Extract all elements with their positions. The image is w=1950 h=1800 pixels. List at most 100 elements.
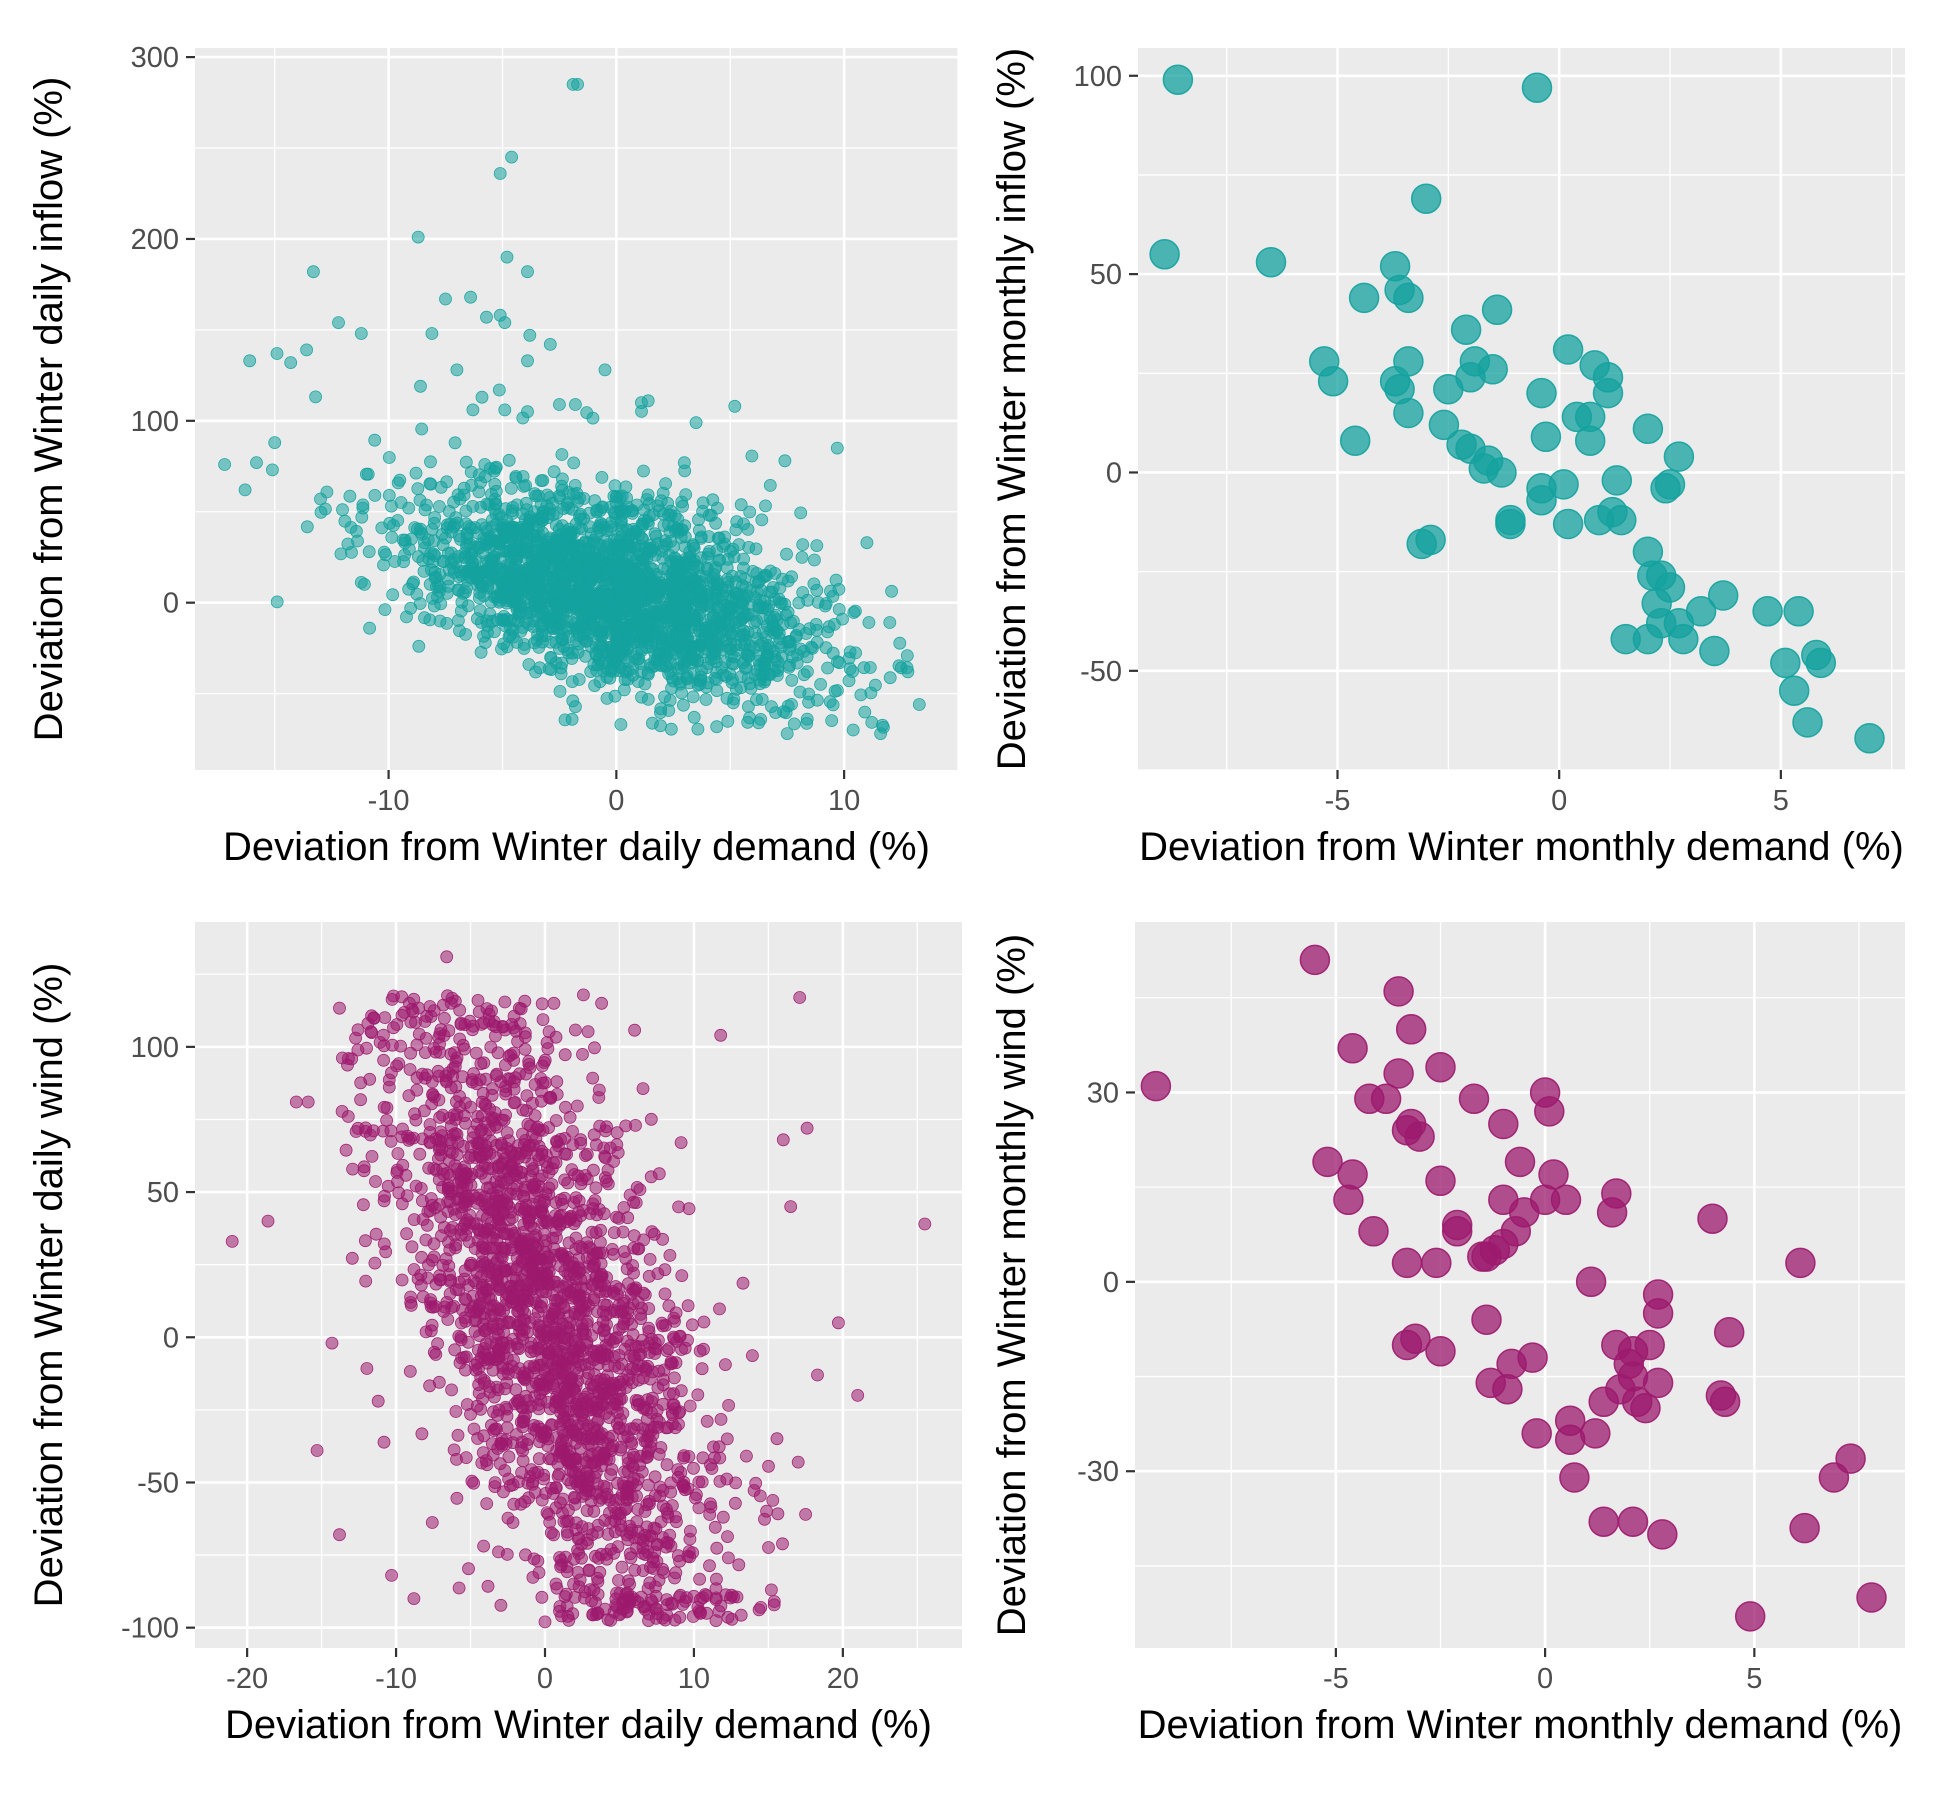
data-point [1606, 504, 1637, 536]
data-point [675, 1343, 688, 1356]
data-point [564, 615, 578, 629]
data-point [562, 1503, 575, 1517]
data-point [443, 1243, 457, 1257]
points-daily-inflow [218, 78, 926, 740]
data-point [407, 1263, 421, 1276]
data-point [385, 1569, 399, 1582]
data-point [590, 1415, 604, 1429]
data-point [617, 621, 631, 635]
data-point [608, 627, 622, 641]
data-point [380, 1114, 394, 1127]
data-point [1709, 1386, 1741, 1418]
data-point [480, 1002, 494, 1015]
data-point [600, 1174, 613, 1188]
data-point [743, 584, 757, 597]
data-point [435, 1129, 449, 1142]
data-point [1792, 707, 1823, 738]
data-point [619, 480, 633, 494]
data-point [424, 455, 437, 469]
data-point [729, 1476, 742, 1490]
data-point [470, 612, 484, 626]
data-point [621, 1334, 634, 1348]
data-point [714, 1413, 728, 1426]
data-point [588, 1368, 601, 1381]
data-point [869, 678, 882, 692]
data-point [612, 646, 626, 660]
data-point [300, 520, 314, 534]
data-point [576, 1048, 589, 1061]
data-point [609, 610, 623, 624]
data-point [843, 662, 857, 676]
data-point [473, 586, 487, 600]
data-point [795, 551, 809, 564]
data-point [1632, 413, 1664, 445]
data-point [597, 545, 611, 559]
data-point [555, 1366, 569, 1380]
data-point [507, 1228, 520, 1242]
data-point [471, 1432, 485, 1445]
data-point [641, 1582, 655, 1595]
data-point [673, 1330, 686, 1343]
data-point [1337, 1033, 1368, 1064]
data-point [1550, 1184, 1582, 1216]
data-point [510, 1179, 524, 1192]
data-point [455, 1200, 469, 1214]
data-point [622, 1574, 635, 1588]
data-point [339, 1143, 353, 1157]
data-point [800, 650, 814, 664]
data-point [595, 1267, 608, 1281]
data-point [800, 717, 814, 730]
data-point [502, 1450, 516, 1464]
data-point [799, 1508, 812, 1521]
data-point [700, 1414, 714, 1428]
data-point [1333, 1184, 1364, 1216]
data-point [1404, 1121, 1435, 1152]
data-point [787, 614, 800, 628]
x-tick-label: 5 [1773, 785, 1789, 817]
data-point [499, 1298, 513, 1312]
data-point [789, 629, 803, 642]
data-point [642, 667, 655, 681]
data-point [422, 1161, 436, 1175]
data-point [680, 1591, 693, 1604]
data-point [585, 571, 599, 585]
data-point [384, 1066, 398, 1080]
y-tick-label: 50 [1090, 259, 1122, 291]
panel-background [1135, 922, 1905, 1648]
data-point [575, 607, 589, 621]
data-point [786, 650, 799, 664]
data-point [517, 1218, 531, 1231]
data-point [618, 505, 632, 519]
data-point [310, 1444, 324, 1457]
data-point [517, 642, 531, 655]
data-point [1526, 377, 1557, 409]
data-point [492, 1207, 506, 1220]
data-point [674, 1136, 688, 1149]
data-point [479, 1324, 493, 1338]
data-point [516, 1103, 530, 1117]
data-point [644, 1112, 658, 1126]
data-point [569, 1023, 582, 1037]
data-point [423, 1118, 437, 1131]
data-point [445, 1383, 459, 1397]
data-point [597, 1447, 611, 1460]
data-point [444, 1187, 458, 1201]
data-point [412, 1027, 426, 1041]
data-point [613, 1375, 626, 1389]
data-point [453, 624, 466, 638]
data-point [570, 1404, 583, 1418]
data-point [1393, 397, 1424, 429]
data-point [409, 1113, 423, 1127]
data-point [517, 1190, 531, 1203]
y-axis-title: Deviation from Winter monthly wind (%) [990, 934, 1034, 1636]
data-point [693, 523, 706, 537]
data-point [742, 700, 755, 713]
data-point [767, 1595, 781, 1608]
data-point [673, 1554, 686, 1568]
data-point [513, 1362, 526, 1375]
data-point [495, 613, 509, 626]
data-point [341, 1052, 355, 1065]
data-point [618, 1311, 631, 1324]
data-point [601, 1163, 615, 1177]
